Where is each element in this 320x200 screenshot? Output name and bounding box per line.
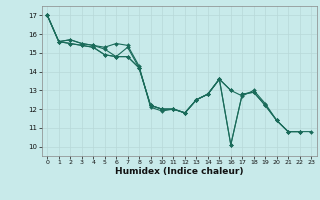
X-axis label: Humidex (Indice chaleur): Humidex (Indice chaleur) bbox=[115, 167, 244, 176]
